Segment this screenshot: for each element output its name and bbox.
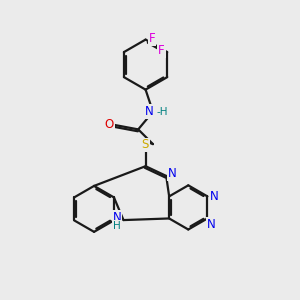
Text: N: N xyxy=(145,105,154,118)
Text: N: N xyxy=(112,211,122,224)
Text: O: O xyxy=(105,118,114,131)
Text: H: H xyxy=(113,221,121,231)
Text: F: F xyxy=(149,32,155,45)
Text: N: N xyxy=(209,190,218,203)
Text: N: N xyxy=(168,167,177,180)
Text: N: N xyxy=(207,218,215,231)
Text: S: S xyxy=(141,139,149,152)
Text: -H: -H xyxy=(156,107,167,117)
Text: F: F xyxy=(158,44,165,57)
